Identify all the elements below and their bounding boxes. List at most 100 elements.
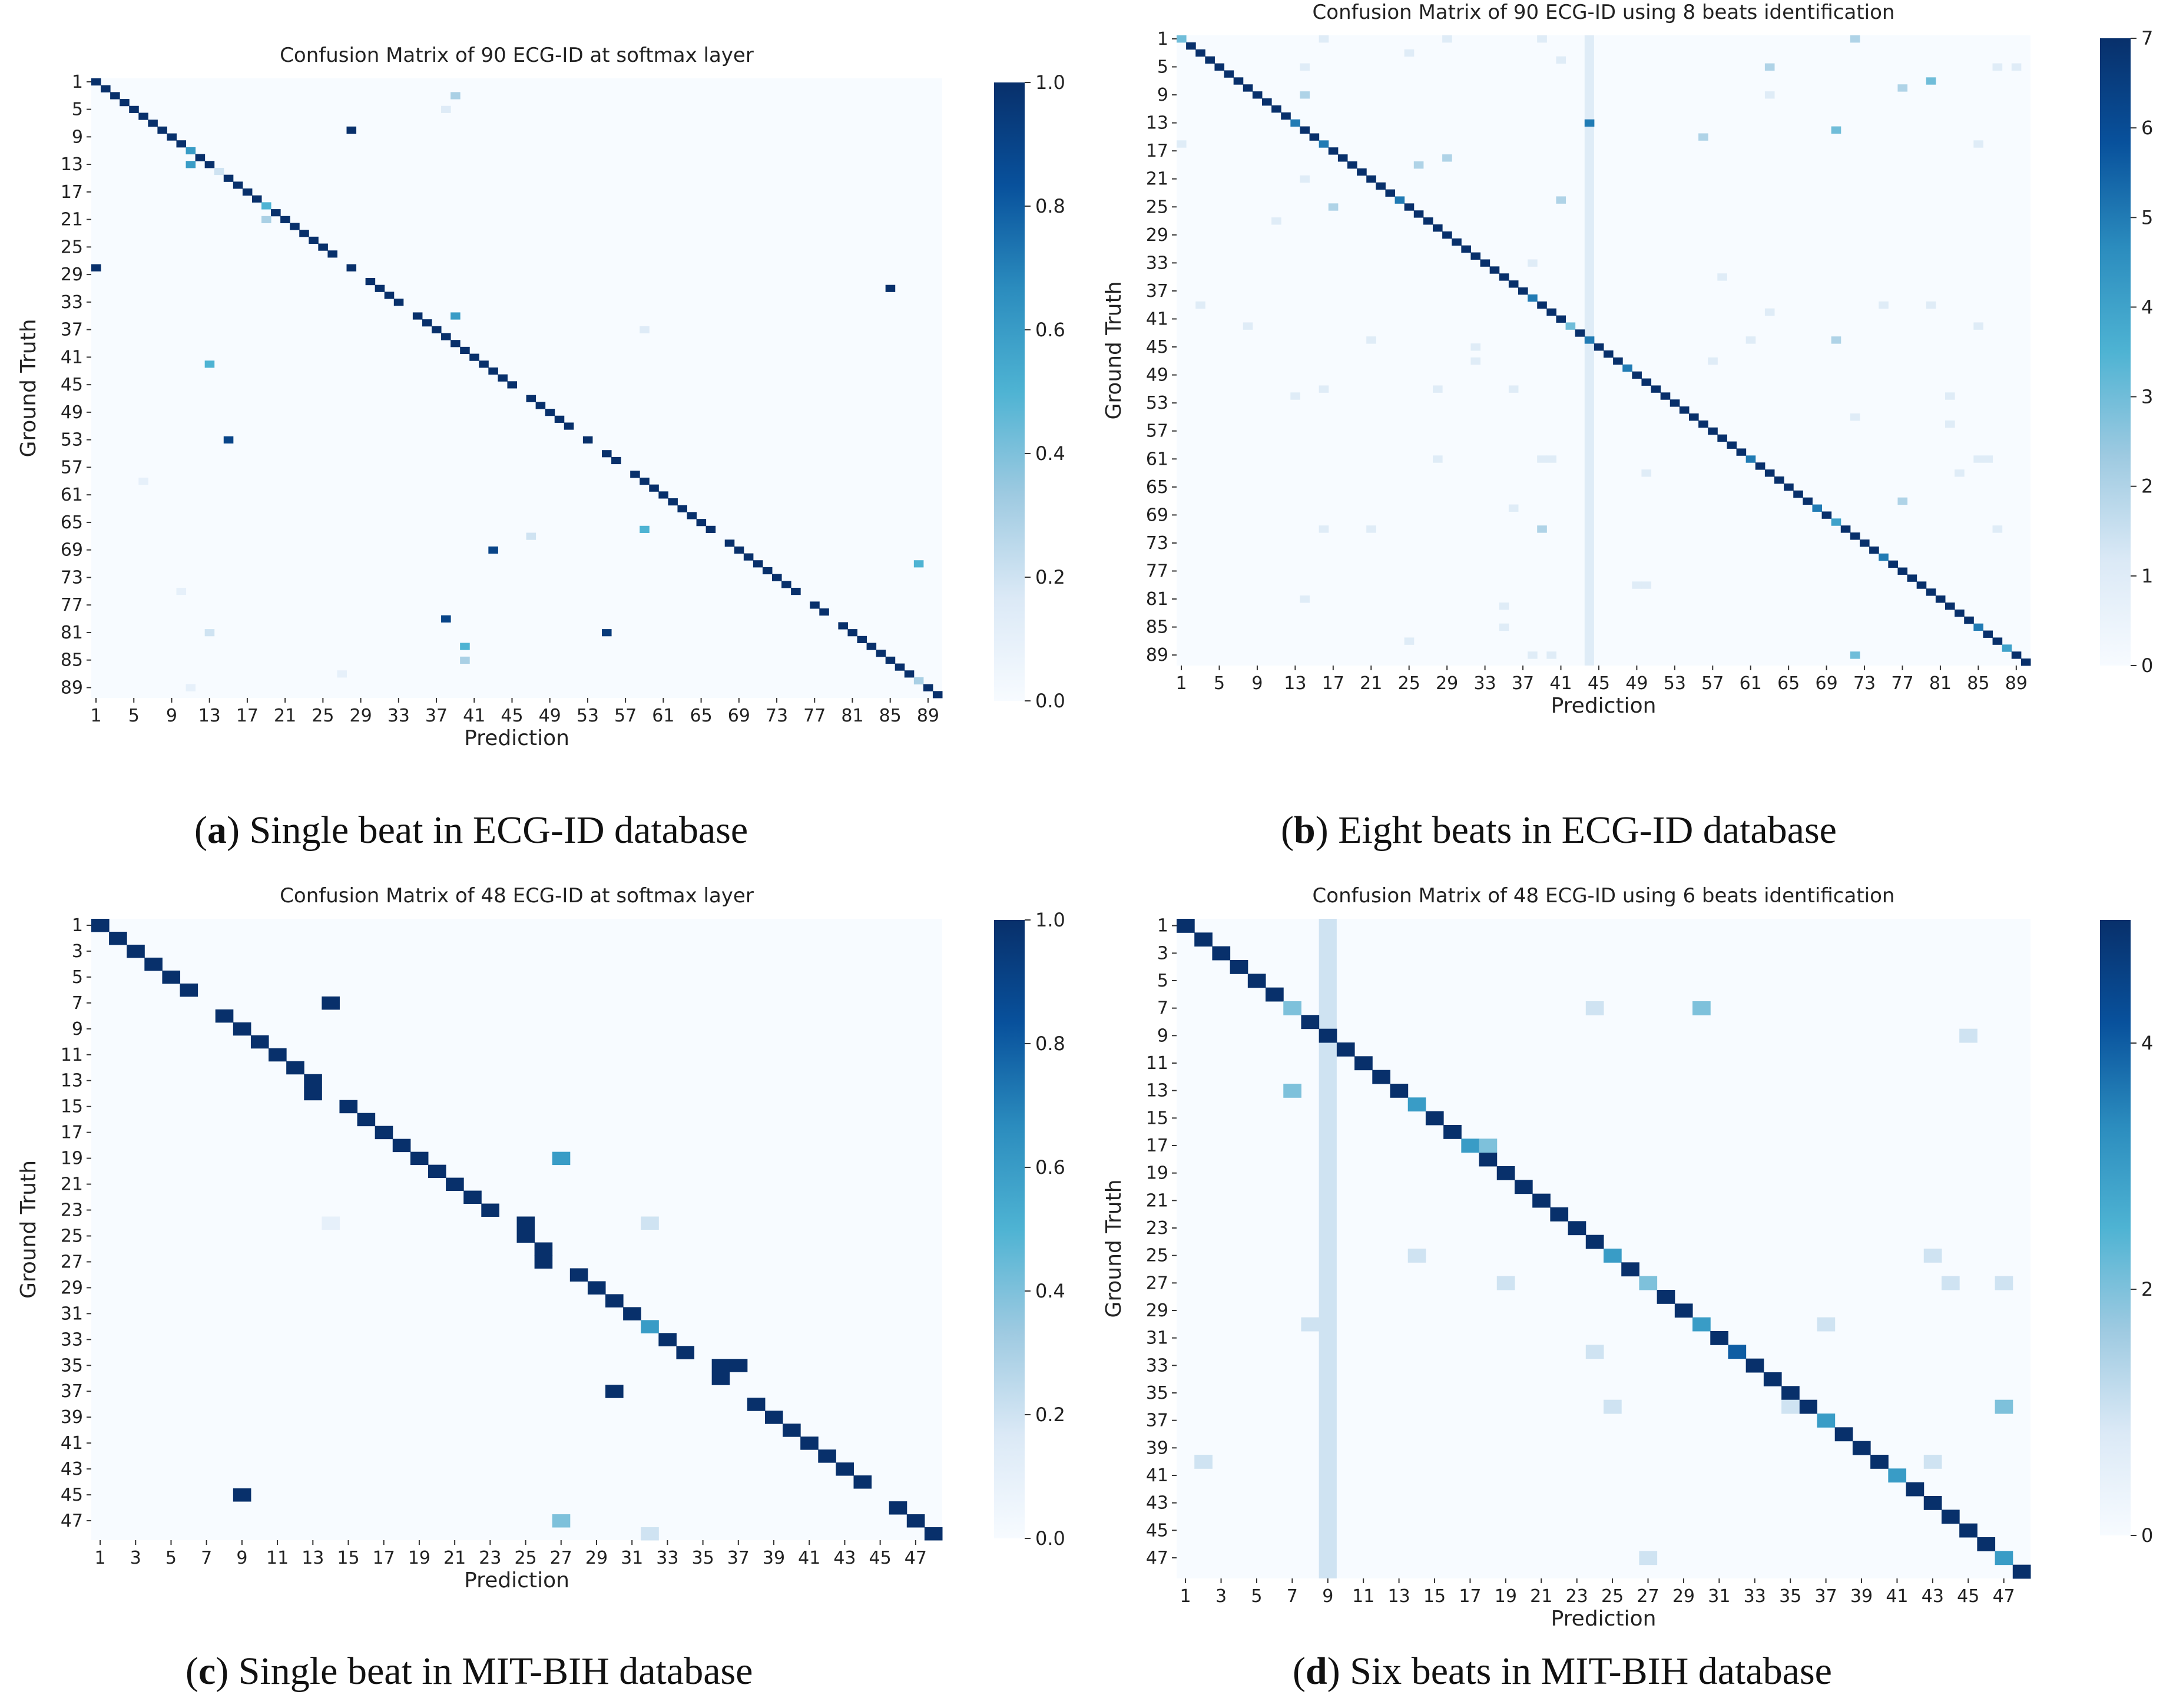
colorbar-tick-label: 6 [2141,117,2153,139]
heatmap-cell [1385,189,1396,197]
heatmap-cell [498,374,508,382]
heatmap-cell [1698,133,1708,141]
heatmap-cell [1205,56,1215,64]
heatmap-cell [1186,42,1196,50]
heatmap-cell [783,1424,801,1437]
heatmap-cell [1717,273,1727,281]
x-tick-label: 25 [1398,673,1420,694]
y-tick-label: 29 [1146,1300,1168,1321]
heatmap-cell [1935,595,1946,603]
heatmap-cell [1376,182,1386,190]
heatmap-cell [309,236,319,244]
y-tick-label: 45 [61,375,83,395]
x-tick-label: 7 [201,1548,212,1568]
heatmap-cell [1710,1331,1728,1345]
heatmap-cell [186,684,196,691]
heatmap-cell [250,1035,269,1049]
heatmap-cell [611,456,621,465]
heatmap-cell [1319,140,1329,148]
heatmap-cell [1613,357,1623,365]
heatmap-cell [1404,637,1415,645]
heatmap-cell [1423,217,1433,225]
y-tick-label: 25 [61,1226,83,1246]
heatmap-cell [1407,1097,1426,1112]
colorbar-tick-label: 0.8 [1035,195,1065,217]
heatmap-cell [1745,455,1756,463]
heatmap-cell [1973,322,1983,330]
x-axis-label: Prediction [1551,1607,1657,1631]
heatmap-cell [176,140,187,148]
y-tick-label: 29 [1146,225,1168,246]
heatmap-cell [322,1216,340,1230]
heatmap-cell [1736,448,1747,456]
heatmap-cell [1977,1537,1996,1551]
x-tick-label: 41 [798,1548,820,1568]
heatmap-cell [1407,1249,1426,1263]
x-tick-label: 1 [90,706,101,726]
y-tick-label: 19 [61,1148,83,1169]
heatmap-column-band [1584,35,1594,666]
y-tick-label: 21 [61,210,83,230]
heatmap-cell [1793,490,1803,498]
heatmap-cell [1831,518,1841,526]
heatmap-cell [261,202,271,210]
colorbar-tick-label: 0 [2141,654,2153,677]
heatmap-cell [375,284,385,292]
heatmap-cell [1897,84,1908,92]
heatmap-cell [1514,1180,1533,1194]
heatmap-cell [1537,35,1547,43]
heatmap-cell [488,546,498,554]
y-tick-label: 69 [1146,505,1168,525]
heatmap-cell [1622,364,1632,372]
heatmap-cell [1480,259,1490,267]
heatmap-cell [2012,1564,2031,1579]
heatmap-cell [432,326,442,333]
x-tick-label: 65 [690,706,712,726]
x-tick-label: 49 [539,706,561,726]
x-tick-label: 1 [1176,673,1187,694]
y-tick-label: 77 [61,595,83,615]
heatmap-cell [204,161,215,168]
x-tick-label: 37 [1815,1586,1837,1607]
x-tick-label: 29 [349,706,372,726]
heatmap-cell [1850,651,1860,659]
heatmap-cell [138,477,148,485]
heatmap-cell [1550,1207,1569,1222]
heatmap-cell [857,635,867,643]
heatmap-cell [507,381,517,389]
y-tick-label: 35 [1146,1383,1168,1404]
heatmap-cell [286,1061,304,1075]
heatmap-cell [1755,462,1765,470]
caption-text: Single beat in ECG-ID database [249,809,748,852]
y-tick-label: 65 [61,512,83,533]
y-axis-label: Ground Truth [1102,1179,1126,1318]
y-tick-label: 21 [1146,169,1168,190]
heatmap-cell [1556,315,1566,323]
x-tick-label: 39 [763,1548,785,1568]
y-axis-label: Ground Truth [1102,281,1126,419]
heatmap-cell [271,209,281,217]
heatmap-cell [1926,301,1936,309]
caption-letter: b [1293,809,1316,852]
heatmap-cell [1888,1468,1907,1483]
caption-letter: a [207,809,227,852]
heatmap-cell [1926,588,1936,596]
y-axis-label: Ground Truth [16,319,41,457]
heatmap-cell [923,684,933,691]
y-tick-label: 27 [1146,1273,1168,1293]
colorbar-tick-label: 0 [2141,1524,2153,1547]
y-tick-label: 7 [1157,998,1168,1019]
heatmap-cell [127,944,145,958]
confusion-matrix-panel-d: Confusion Matrix of 48 ECG-ID using 6 be… [1102,884,2153,1631]
heatmap-cell [1546,651,1556,659]
heatmap-cell [1955,609,1965,617]
heatmap-cell [1433,224,1443,232]
heatmap-cell [1641,581,1652,589]
heatmap-cell [1907,574,1917,582]
x-tick-label: 9 [1251,673,1263,694]
x-tick-label: 1 [95,1548,106,1568]
heatmap-cell [1357,168,1367,176]
x-tick-label: 57 [614,706,637,726]
heatmap-cell [1262,98,1272,106]
x-tick-label: 57 [1701,673,1724,694]
